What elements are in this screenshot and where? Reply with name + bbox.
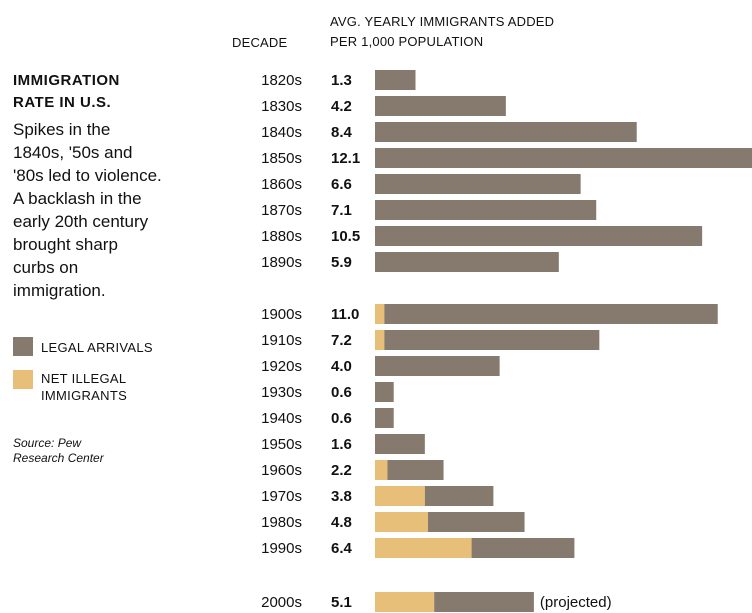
value-label-1990s: 6.4 [331, 540, 353, 557]
value-label-2000s: 5.1 [331, 594, 352, 611]
value-label-1850s: 12.1 [331, 150, 360, 167]
bar-legal-arrivals-1890s [375, 252, 559, 272]
legend-swatch-legal [13, 337, 33, 356]
value-label-1960s: 2.2 [331, 462, 352, 479]
decade-label-2000s: 2000s [261, 594, 302, 611]
decade-label-1960s: 1960s [261, 462, 302, 479]
description-line: '80s led to violence. [13, 166, 162, 185]
value-label-1930s: 0.6 [331, 384, 352, 401]
decade-label-1860s: 1860s [261, 176, 302, 193]
legend-swatch-illegal [13, 370, 33, 389]
bar-legal-arrivals-1840s [375, 122, 637, 142]
bar-legal-arrivals-1930s [375, 382, 394, 402]
value-label-1900s: 11.0 [331, 306, 359, 323]
bar-legal-arrivals-1900s [384, 304, 718, 324]
chart-title: IMMIGRATION RATE IN U.S. [13, 70, 193, 114]
bar-net-illegal-immigrants-1900s [375, 304, 385, 324]
bar-legal-arrivals-1870s [375, 200, 597, 220]
source-line: Source: Pew [13, 436, 82, 450]
decade-column-header: DECADE [232, 35, 288, 50]
bar-legal-arrivals-1950s [375, 434, 425, 454]
title-line: RATE IN U.S. [13, 94, 112, 111]
bar-legal-arrivals-1850s [375, 148, 752, 168]
bar-net-illegal-immigrants-1960s [375, 460, 388, 480]
value-label-1870s: 7.1 [331, 202, 352, 219]
value-label-1830s: 4.2 [331, 98, 352, 115]
decade-label-1980s: 1980s [261, 514, 302, 531]
decade-label-1930s: 1930s [261, 384, 302, 401]
description-line: early 20th century [13, 212, 149, 231]
bar-legal-arrivals-1830s [375, 96, 506, 116]
decade-label-1870s: 1870s [261, 202, 302, 219]
bar-legal-arrivals-1940s [375, 408, 394, 428]
bar-net-illegal-immigrants-1990s [375, 538, 472, 558]
description-line: Spikes in the [13, 120, 111, 139]
legend-item-illegal: NET ILLEGAL IMMIGRANTS [13, 370, 161, 404]
source-note: Source: Pew Research Center [13, 436, 163, 466]
decade-label-1830s: 1830s [261, 98, 302, 115]
bar-legal-arrivals-1980s [427, 512, 525, 532]
decade-label-1920s: 1920s [261, 358, 302, 375]
value-label-1880s: 10.5 [331, 228, 360, 245]
decade-label-1910s: 1910s [261, 332, 302, 349]
annotation-2000s: (projected) [540, 594, 612, 611]
decade-label-1840s: 1840s [261, 124, 302, 141]
bar-net-illegal-immigrants-2000s [375, 592, 435, 612]
bar-net-illegal-immigrants-1980s [375, 512, 428, 532]
description-line: brought sharp [13, 235, 118, 254]
value-label-1840s: 8.4 [331, 124, 353, 141]
bar-legal-arrivals-1820s [375, 70, 416, 90]
chart-description: Spikes in the 1840s, '50s and '80s led t… [13, 118, 213, 302]
value-label-1940s: 0.6 [331, 410, 352, 427]
value-header-line: PER 1,000 POPULATION [330, 34, 484, 49]
legend-label-legal: LEGAL ARRIVALS [41, 340, 153, 355]
decade-label-1940s: 1940s [261, 410, 302, 427]
decade-label-1970s: 1970s [261, 488, 302, 505]
value-label-1910s: 7.2 [331, 332, 352, 349]
decade-label-1820s: 1820s [261, 72, 302, 89]
decade-label-1890s: 1890s [261, 254, 302, 271]
bar-legal-arrivals-1970s [424, 486, 494, 506]
bar-legal-arrivals-1960s [387, 460, 444, 480]
legend-item-legal: LEGAL ARRIVALS [13, 337, 161, 356]
bar-legal-arrivals-1880s [375, 226, 703, 246]
value-label-1890s: 5.9 [331, 254, 352, 271]
decade-label-1950s: 1950s [261, 436, 302, 453]
bar-legal-arrivals-1990s [471, 538, 575, 558]
bar-legal-arrivals-2000s [434, 592, 534, 612]
description-line: immigration. [13, 281, 106, 300]
description-line: 1840s, '50s and [13, 143, 133, 162]
source-line: Research Center [13, 451, 104, 465]
value-header-line: AVG. YEARLY IMMIGRANTS ADDED [330, 14, 555, 29]
value-label-1820s: 1.3 [331, 72, 352, 89]
bar-legal-arrivals-1910s [384, 330, 600, 350]
decade-label-1850s: 1850s [261, 150, 302, 167]
bar-net-illegal-immigrants-1910s [375, 330, 385, 350]
bar-legal-arrivals-1860s [375, 174, 581, 194]
decade-label-1880s: 1880s [261, 228, 302, 245]
description-line: curbs on [13, 258, 79, 277]
value-label-1970s: 3.8 [331, 488, 352, 505]
value-label-1920s: 4.0 [331, 358, 352, 375]
value-label-1860s: 6.6 [331, 176, 352, 193]
bar-legal-arrivals-1920s [375, 356, 500, 376]
value-label-1980s: 4.8 [331, 514, 352, 531]
bar-net-illegal-immigrants-1970s [375, 486, 425, 506]
value-column-header: AVG. YEARLY IMMIGRANTS ADDED PER 1,000 P… [330, 12, 630, 52]
title-line: IMMIGRATION [13, 72, 120, 89]
description-line: A backlash in the [13, 189, 142, 208]
decade-label-1990s: 1990s [261, 540, 302, 557]
legend-label-illegal: NET ILLEGAL IMMIGRANTS [41, 371, 128, 403]
value-label-1950s: 1.6 [331, 436, 352, 453]
decade-label-1900s: 1900s [261, 306, 302, 323]
